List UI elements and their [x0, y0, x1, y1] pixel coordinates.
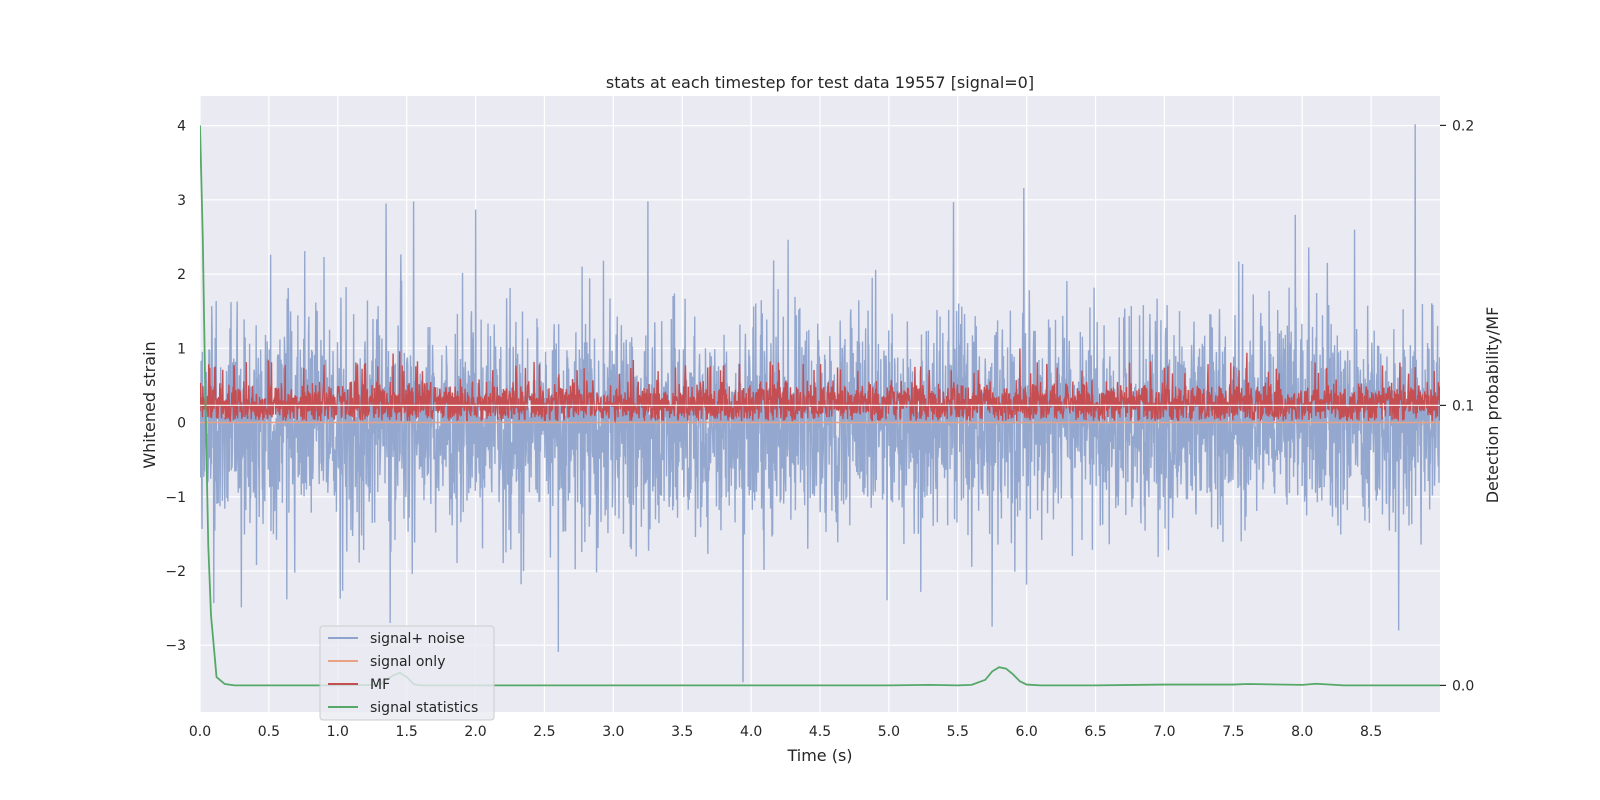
- x-tick-label: 5.0: [878, 724, 900, 740]
- x-tick-label: 8.5: [1360, 724, 1382, 740]
- y-tick-label: 4: [177, 119, 186, 135]
- chart-title: stats at each timestep for test data 195…: [606, 73, 1034, 92]
- y-tick-label: 0: [177, 416, 186, 432]
- y-tick-label: 3: [177, 193, 186, 209]
- series-signal-statistics-line: [200, 125, 1440, 687]
- x-axis-ticks: 0.0 0.5 1.0 1.5 2.0 2.5 3.0 3.5 4.0 4.5 5.0 5.5 6.0 6…: [189, 724, 1382, 740]
- y-tick-label: −1: [165, 490, 186, 506]
- x-tick-label: 4.0: [740, 724, 762, 740]
- y2-tick-label: 0.0: [1452, 678, 1474, 694]
- x-tick-label: 7.5: [1222, 724, 1244, 740]
- legend: signal+ noise signal only MF signal statist…: [319, 625, 495, 721]
- x-tick-label: 5.5: [947, 724, 969, 740]
- y-tick-label: −2: [165, 564, 186, 580]
- y2-tick-label: 0.1: [1452, 398, 1474, 414]
- y-axis-label: Whitened strain: [140, 341, 159, 468]
- series-layer: [200, 124, 1440, 687]
- legend-box: [319, 625, 495, 721]
- y2-axis-ticks: 0.0 0.1 0.2: [1440, 118, 1474, 694]
- series-mf-line: [200, 348, 1440, 424]
- y-tick-label: −3: [165, 638, 186, 654]
- x-axis-label: Time (s): [786, 746, 852, 765]
- legend-entry: signal statistics: [370, 700, 478, 716]
- x-tick-label: 8.0: [1291, 724, 1313, 740]
- x-tick-label: 3.0: [602, 724, 624, 740]
- y-axis-ticks: −3 −2 −1 0 1 2 3 4: [165, 119, 186, 655]
- legend-entry: signal+ noise: [370, 631, 465, 647]
- x-tick-label: 3.5: [671, 724, 693, 740]
- x-tick-label: 0.5: [258, 724, 280, 740]
- x-tick-label: 2.0: [464, 724, 486, 740]
- x-tick-label: 4.5: [809, 724, 831, 740]
- x-tick-label: 6.0: [1016, 724, 1038, 740]
- legend-entry: signal only: [370, 654, 445, 670]
- legend-entry: MF: [370, 677, 390, 693]
- y-tick-label: 2: [177, 267, 186, 283]
- x-tick-label: 0.0: [189, 724, 211, 740]
- y2-axis-label: Detection probability/MF: [1483, 307, 1502, 504]
- x-tick-label: 1.5: [396, 724, 418, 740]
- x-tick-label: 6.5: [1084, 724, 1106, 740]
- series-signal-noise-line: [200, 124, 1440, 683]
- x-tick-label: 2.5: [533, 724, 555, 740]
- x-tick-label: 7.0: [1153, 724, 1175, 740]
- y-tick-label: 1: [177, 341, 186, 357]
- y2-tick-label: 0.2: [1452, 118, 1474, 134]
- x-tick-label: 1.0: [327, 724, 349, 740]
